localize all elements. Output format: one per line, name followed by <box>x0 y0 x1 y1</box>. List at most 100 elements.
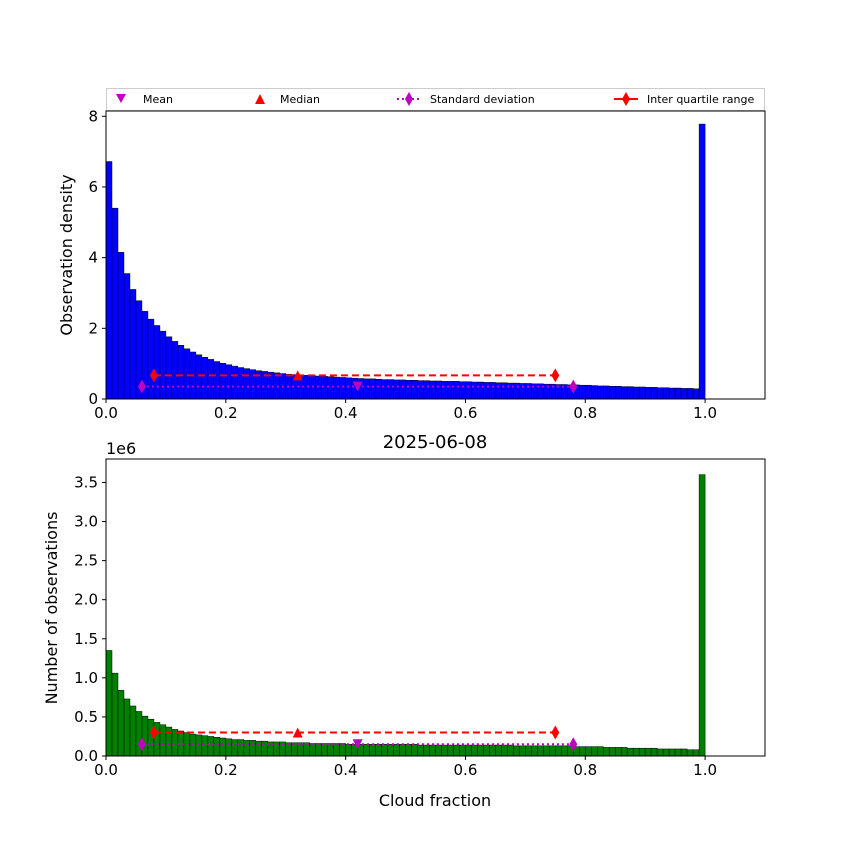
density-stat-markers <box>137 368 578 394</box>
bar-bar <box>399 744 406 757</box>
bar-bar <box>465 744 472 757</box>
bar-bar <box>686 388 694 400</box>
bar-bar <box>369 378 376 400</box>
density-panel: 0.0 0.2 0.4 0.6 0.8 1.0 0 2 4 6 8 Observation den… <box>57 107 766 422</box>
y-tick-label: 0.0 <box>74 747 98 765</box>
bar-bar <box>423 744 430 757</box>
bar-bar <box>447 381 454 400</box>
bar-bar <box>225 738 233 757</box>
bar-bar <box>207 359 215 400</box>
bar-bar <box>501 382 508 400</box>
bar-bar <box>423 380 430 400</box>
bar-bar <box>375 744 382 757</box>
bar-bar <box>213 736 221 757</box>
bar-bar <box>219 363 227 400</box>
bar-bar <box>561 745 568 757</box>
bar-bar <box>489 382 496 400</box>
bar-bar <box>129 705 137 757</box>
bar-bar <box>614 386 622 400</box>
bar-bar <box>680 388 688 400</box>
bar-bar <box>471 381 478 400</box>
bar-bar <box>453 381 460 400</box>
bar-bar <box>387 744 394 757</box>
bar-bar <box>650 747 658 757</box>
bar-bar <box>405 380 412 400</box>
bar-bar <box>662 748 670 757</box>
bar-bar <box>638 747 646 757</box>
count-y-axis-label: Number of observations <box>42 512 61 705</box>
iqr-low-marker <box>149 368 158 383</box>
x-tick-label: 1.0 <box>693 761 717 779</box>
mean-marker <box>352 739 363 750</box>
bar-bar <box>459 381 466 400</box>
x-tick-label: 0.0 <box>94 404 118 422</box>
y-tick-label: 2.5 <box>74 552 98 570</box>
density-y-ticks: 0 2 4 6 8 <box>88 107 106 408</box>
bar-bar <box>483 382 490 400</box>
bar-bar <box>381 379 388 400</box>
density-bars <box>105 123 706 400</box>
iqr-high-marker <box>551 725 560 740</box>
bar-bar <box>417 380 424 400</box>
count-panel: 0.0 0.2 0.4 0.6 0.8 1.0 0.0 0.5 1.0 1.5 2.0 2.5 3.0… <box>42 439 766 810</box>
legend-label-std: Standard deviation <box>430 93 535 106</box>
bar-bar <box>231 739 239 757</box>
std-low-marker <box>137 379 146 394</box>
y-tick-label: 8 <box>88 107 98 125</box>
bar-bar <box>686 749 694 757</box>
bar-bar <box>495 382 502 400</box>
median-marker <box>292 370 303 381</box>
bar-bar <box>417 744 424 757</box>
y-tick-label: 3.0 <box>74 513 98 531</box>
bar-bar <box>321 743 328 757</box>
bar-bar <box>602 747 610 757</box>
legend-item-median: Median <box>255 93 320 106</box>
bar-bar <box>327 743 334 757</box>
bar-bar <box>608 747 616 757</box>
bar-bar <box>345 377 352 400</box>
bar-bar <box>141 715 149 757</box>
bar-bar <box>668 387 676 400</box>
y-tick-label: 4 <box>88 249 98 267</box>
bar-bar <box>393 379 400 400</box>
bar-bar <box>435 380 442 400</box>
bar-bar <box>309 743 316 757</box>
bar-bar <box>680 748 688 757</box>
bar-bar <box>231 365 239 400</box>
bar-bar <box>183 348 191 400</box>
legend-label-median: Median <box>280 93 320 106</box>
bar-bar <box>477 744 484 757</box>
x-tick-label: 0.2 <box>214 761 238 779</box>
x-tick-label: 0.4 <box>334 761 358 779</box>
bar-bar <box>597 746 604 757</box>
bar-bar <box>249 740 257 757</box>
legend-item-std: Standard deviation <box>397 92 535 106</box>
bar-bar <box>620 386 628 400</box>
bar-bar <box>519 745 526 757</box>
bar-bar <box>111 207 119 400</box>
y-tick-label: 0.5 <box>74 708 98 726</box>
bar-bar <box>105 650 113 757</box>
bar-bar <box>165 336 173 400</box>
bar-bar <box>585 384 592 400</box>
bar-bar <box>656 748 664 757</box>
bar-bar <box>626 386 634 400</box>
bar-bar <box>195 734 203 757</box>
std-high-marker <box>569 379 578 394</box>
density-x-ticks: 0.0 0.2 0.4 0.6 0.8 1.0 <box>94 399 717 422</box>
y-tick-label: 0 <box>88 390 98 408</box>
bar-bar <box>129 289 137 400</box>
bar-bar <box>237 739 245 757</box>
bar-bar <box>123 273 131 400</box>
bar-bar <box>585 746 592 757</box>
bar-bar <box>692 388 700 400</box>
bar-bar <box>345 744 352 757</box>
bar-bar <box>579 384 586 400</box>
bar-bar <box>495 744 502 757</box>
bar-bar <box>177 345 185 400</box>
bar-bar <box>447 744 454 757</box>
bar-bar <box>591 746 598 757</box>
bar-bar <box>441 381 448 400</box>
legend-label-iqr: Inter quartile range <box>647 93 754 106</box>
